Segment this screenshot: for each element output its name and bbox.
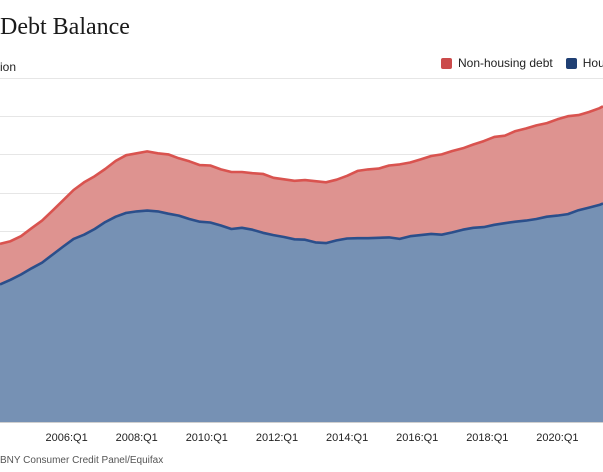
y-unit-label: ion bbox=[0, 60, 17, 74]
source-note: BNY Consumer Credit Panel/Equifax bbox=[0, 455, 164, 466]
legend-label-non-housing: Non-housing debt bbox=[458, 56, 553, 70]
housing-area bbox=[0, 203, 603, 422]
non-housing-line bbox=[0, 105, 603, 246]
legend-swatch-non-housing bbox=[441, 57, 452, 69]
x-tick-label: 2020:Q1 bbox=[536, 432, 578, 444]
housing-line bbox=[0, 202, 603, 286]
legend: Non-housing debt Hou bbox=[441, 56, 603, 70]
legend-label-housing: Hou bbox=[582, 56, 603, 70]
legend-swatch-housing bbox=[565, 57, 577, 69]
x-tick-label: 2010:Q1 bbox=[186, 432, 228, 444]
x-tick-label: 2014:Q1 bbox=[326, 432, 368, 444]
legend-item-housing: Hou bbox=[565, 56, 603, 70]
x-tick-label: 2008:Q1 bbox=[116, 432, 158, 444]
chart-title: Debt Balance bbox=[0, 14, 130, 40]
non-housing-area bbox=[0, 106, 603, 285]
x-tick-label: 2012:Q1 bbox=[256, 432, 298, 444]
x-tick-label: 2016:Q1 bbox=[396, 432, 438, 444]
x-tick-label: 2018:Q1 bbox=[466, 432, 508, 444]
legend-item-non-housing: Non-housing debt bbox=[441, 56, 553, 70]
x-tick-label: 2006:Q1 bbox=[45, 432, 87, 444]
